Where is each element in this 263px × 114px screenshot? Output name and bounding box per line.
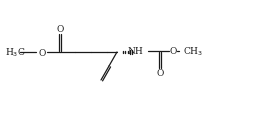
Text: O: O xyxy=(169,47,177,56)
Text: O: O xyxy=(56,25,64,34)
Text: O: O xyxy=(156,69,164,78)
Text: H$_3$C: H$_3$C xyxy=(5,46,26,59)
Text: NH: NH xyxy=(127,47,143,56)
Text: CH$_3$: CH$_3$ xyxy=(183,45,203,58)
Text: O: O xyxy=(38,48,46,57)
